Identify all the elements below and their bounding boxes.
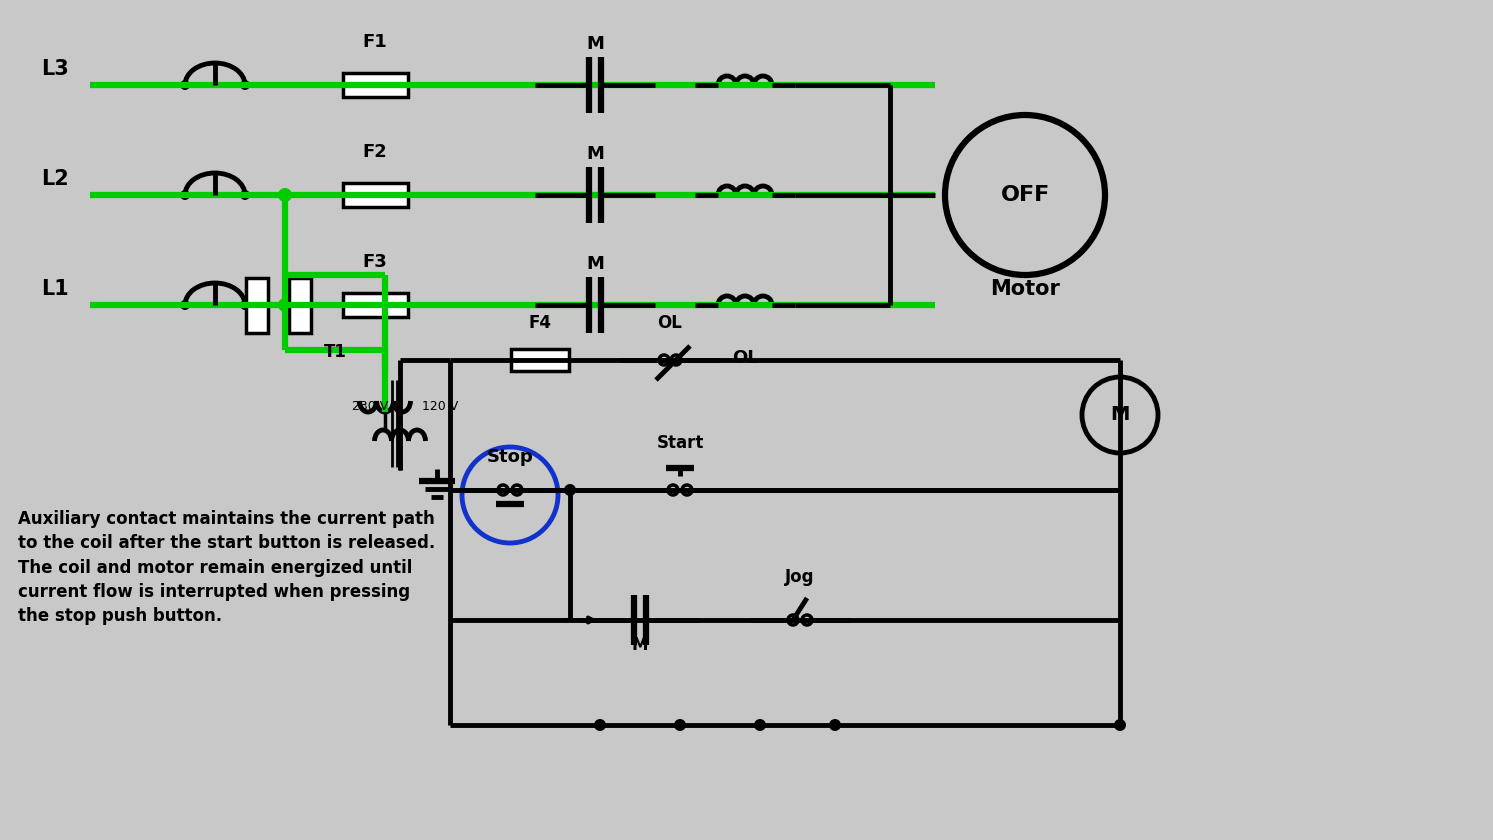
Text: L3: L3 — [42, 59, 69, 79]
Circle shape — [240, 300, 249, 310]
Circle shape — [1114, 719, 1126, 731]
Bar — [342, 73, 408, 97]
Text: Stop: Stop — [487, 448, 533, 466]
Text: OFF: OFF — [1000, 185, 1050, 205]
Bar — [246, 277, 269, 333]
Text: 230 V: 230 V — [352, 400, 388, 413]
Text: F2: F2 — [363, 143, 387, 161]
Circle shape — [240, 190, 249, 200]
Circle shape — [181, 80, 190, 90]
Text: L2: L2 — [42, 169, 69, 189]
Text: OL: OL — [657, 314, 682, 332]
Text: M: M — [587, 145, 605, 163]
Text: M: M — [1111, 406, 1130, 424]
Circle shape — [240, 80, 249, 90]
Circle shape — [564, 484, 576, 496]
Text: Auxiliary contact maintains the current path
to the coil after the start button : Auxiliary contact maintains the current … — [18, 510, 436, 625]
Circle shape — [754, 719, 766, 731]
Circle shape — [673, 719, 685, 731]
Text: 120 V: 120 V — [423, 400, 458, 413]
Text: Start: Start — [657, 434, 703, 452]
Text: F4: F4 — [529, 314, 551, 332]
Bar — [342, 293, 408, 317]
Bar — [342, 183, 408, 207]
Text: L1: L1 — [42, 279, 69, 299]
Text: T1: T1 — [324, 343, 346, 361]
Text: M: M — [632, 636, 648, 654]
Text: M: M — [587, 35, 605, 53]
Circle shape — [278, 188, 293, 202]
Bar — [511, 349, 569, 371]
Text: M: M — [587, 255, 605, 273]
Text: Jog: Jog — [785, 568, 815, 586]
Text: OL: OL — [732, 349, 758, 367]
Text: F1: F1 — [363, 33, 387, 51]
Circle shape — [181, 190, 190, 200]
Text: F3: F3 — [363, 253, 387, 271]
Circle shape — [278, 298, 293, 312]
Circle shape — [594, 719, 606, 731]
Circle shape — [181, 300, 190, 310]
Bar — [290, 277, 311, 333]
Text: Motor: Motor — [990, 279, 1060, 299]
Circle shape — [829, 719, 841, 731]
